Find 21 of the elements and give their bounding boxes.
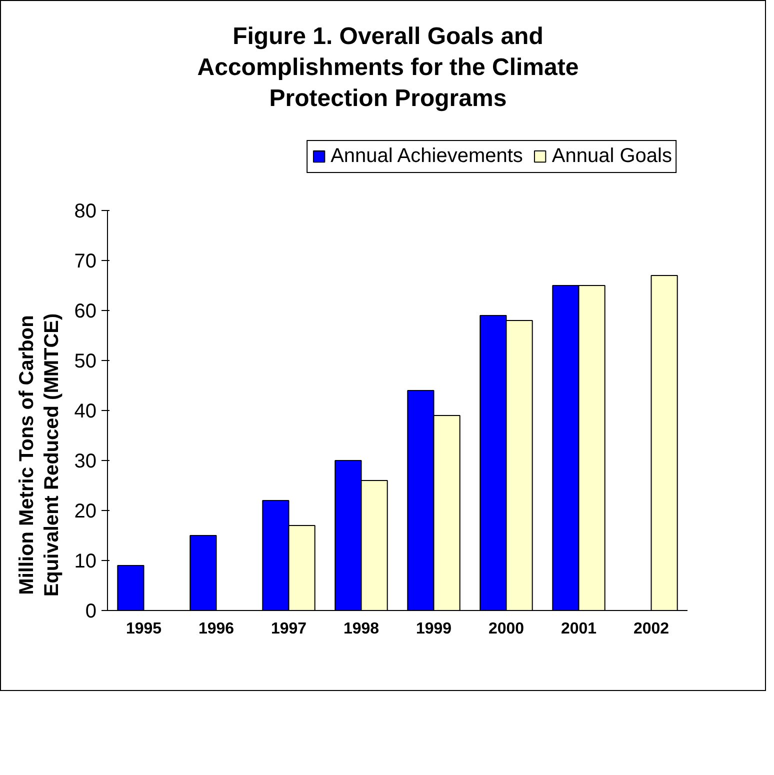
x-tick-label: 2001: [560, 620, 597, 638]
y-tick-label: 70: [74, 250, 97, 272]
y-tick-label: 60: [74, 300, 97, 322]
y-tick-label: 40: [74, 400, 97, 422]
x-tick-label: 1998: [343, 620, 380, 638]
chart-title: Figure 1. Overall Goals and Accomplishments for the Climate Protection Programs: [197, 22, 579, 114]
y-tick-label: 0: [85, 600, 96, 622]
y-tick-label: 50: [74, 350, 97, 372]
x-tick-label: 1995: [126, 620, 162, 638]
y-tick-label: 10: [74, 550, 97, 572]
x-tick-label: 2000: [488, 620, 524, 638]
x-tick-label: 1997: [270, 620, 307, 638]
y-tick-label: 20: [74, 500, 97, 522]
y-tick-label: 80: [74, 200, 97, 222]
y-tick-label: 30: [74, 450, 97, 472]
legend-label: Annual Goals: [552, 144, 672, 168]
x-tick-label: 1999: [416, 620, 452, 638]
legend-label: Annual Achievements: [330, 144, 523, 168]
x-tick-label: 1996: [198, 620, 234, 638]
x-tick-label: 2002: [633, 620, 670, 638]
y-axis-title: Million Metric Tons of Carbon Equivalent Reduced (MMTCE): [15, 312, 64, 596]
